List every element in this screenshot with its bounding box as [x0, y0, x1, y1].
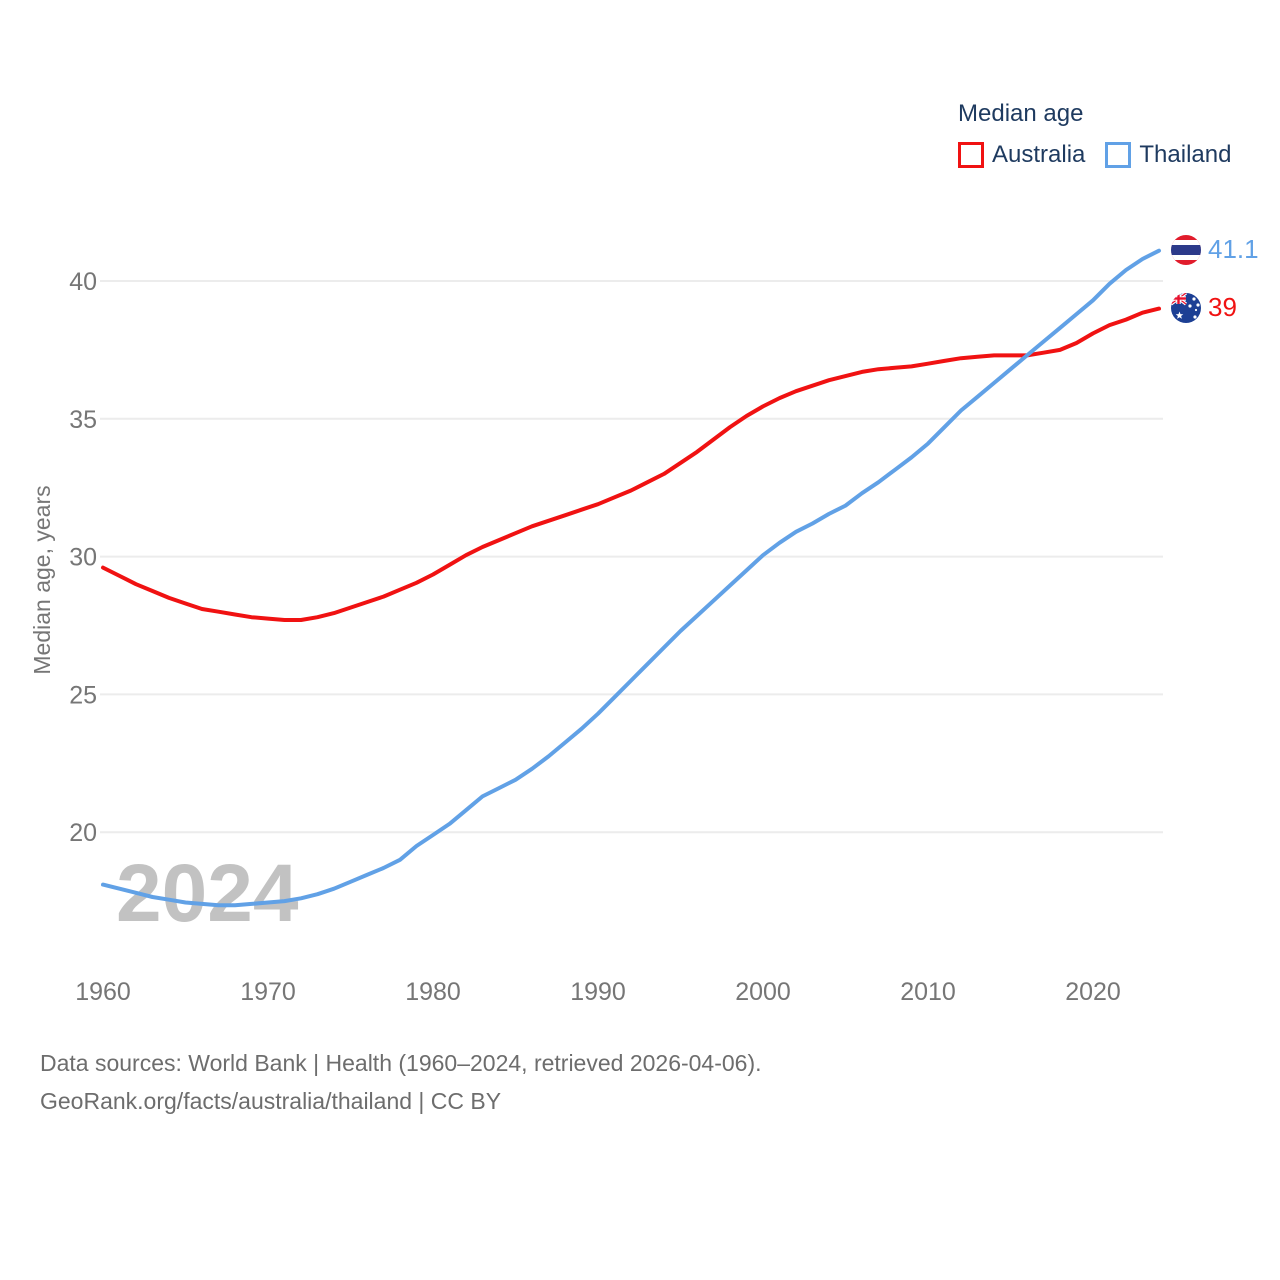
legend-item-label: Thailand [1139, 141, 1232, 168]
x-tick-label: 2000 [735, 978, 791, 1006]
australia-end-value: 39 [1208, 292, 1237, 322]
legend-item-australia[interactable]: Australia [958, 141, 1085, 169]
legend-items: Australia Thailand [958, 141, 1231, 169]
australia-flag-icon [1171, 292, 1201, 323]
legend: Median age Australia Thailand [958, 100, 1231, 169]
legend-title: Median age [958, 100, 1084, 127]
gridlines [100, 280, 1163, 834]
thailand-line[interactable] [101, 248, 1161, 908]
data-source-line: Data sources: World Bank | Health (1960–… [40, 1050, 762, 1076]
thailand-flag-icon [1171, 234, 1201, 265]
y-axis-tick-labels: 40 35 30 25 20 [69, 268, 97, 847]
footer-attribution: Data sources: World Bank | Health (1960–… [40, 1044, 762, 1120]
x-tick-label: 2010 [900, 978, 956, 1006]
y-tick-label: 35 [69, 406, 97, 434]
australia-swatch-icon [958, 142, 984, 168]
x-tick-label: 2020 [1065, 978, 1121, 1006]
y-tick-label: 40 [69, 268, 97, 296]
x-tick-label: 1990 [570, 978, 626, 1006]
x-tick-label: 1960 [75, 978, 131, 1006]
x-tick-label: 1980 [405, 978, 461, 1006]
y-tick-label: 20 [69, 819, 97, 847]
x-axis-tick-labels: 1960 1970 1980 1990 2000 2010 2020 [75, 978, 1121, 1006]
australia-end-label: 39 [1171, 292, 1237, 323]
thailand-end-label: 41.1 [1171, 234, 1259, 265]
y-axis-title: Median age, years [29, 485, 55, 674]
y-tick-label: 30 [69, 544, 97, 572]
legend-item-thailand[interactable]: Thailand [1105, 141, 1231, 169]
thailand-end-value: 41.1 [1208, 234, 1259, 264]
y-tick-label: 25 [69, 681, 97, 709]
x-tick-label: 1970 [240, 978, 296, 1006]
thailand-swatch-icon [1105, 142, 1132, 168]
australia-line[interactable] [101, 306, 1161, 622]
source-url-line: GeoRank.org/facts/australia/thailand | C… [40, 1088, 502, 1114]
legend-item-label: Australia [992, 141, 1086, 168]
